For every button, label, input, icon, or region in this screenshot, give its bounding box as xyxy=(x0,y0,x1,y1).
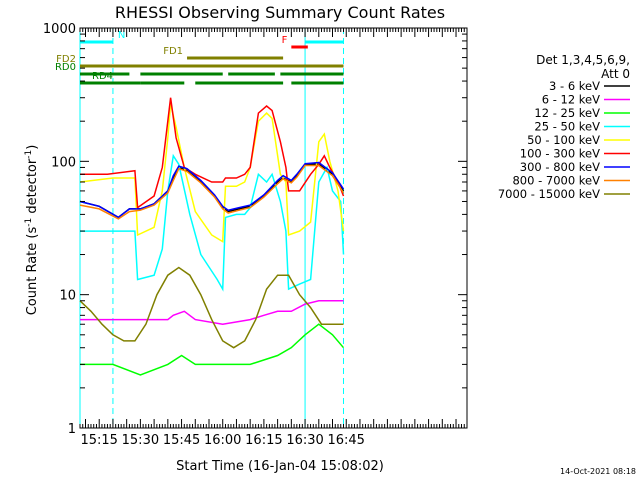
series-line-800-7000-kev xyxy=(79,164,345,220)
plot-frame xyxy=(79,27,468,429)
plot-frame-group xyxy=(79,27,468,429)
legend-label-25-50-kev: 25 - 50 keV xyxy=(534,120,600,134)
flag-label-fd1: FD1 xyxy=(163,46,183,57)
x-tick-label: 15:15 xyxy=(80,433,117,448)
y-axis-label-mid: detector xyxy=(25,158,40,218)
legend-label-100-300-kev: 100 - 300 keV xyxy=(520,147,600,161)
y-axis-label: Count Rate (s-1 detector-1) xyxy=(24,145,40,316)
y-tick-label: 1 xyxy=(68,422,76,437)
legend-label-300-800-kev: 300 - 800 keV xyxy=(520,160,600,174)
timestamp: 14-Oct-2021 08:18 xyxy=(560,467,636,476)
legend-label-12-25-kev: 12 - 25 keV xyxy=(534,106,600,120)
x-tick-label: 16:00 xyxy=(204,433,241,448)
legend-label-800-7000-kev: 800 - 7000 keV xyxy=(512,174,600,188)
series-group xyxy=(79,97,345,376)
y-axis-label-end: ) xyxy=(25,145,40,150)
series-line-12-25-kev xyxy=(80,323,345,376)
series-line-25-50-kev xyxy=(80,153,345,292)
x-tick-label: 15:30 xyxy=(122,433,159,448)
x-tick-label: 16:15 xyxy=(245,433,282,448)
legend-label-3-6-kev: 3 - 6 keV xyxy=(549,79,600,93)
legend-label-50-100-kev: 50 - 100 keV xyxy=(527,133,600,147)
series-line-300-800-kev xyxy=(79,161,345,219)
legend-header-line-2: Att 0 xyxy=(601,67,630,81)
flag-label-fd2: FD2 xyxy=(56,54,76,65)
flag-label-rd4: RD4 xyxy=(92,71,113,82)
chart-title: RHESSI Observing Summary Count Rates xyxy=(115,3,445,22)
legend-label-6-12-kev: 6 - 12 keV xyxy=(542,93,600,107)
x-tick-label: 16:45 xyxy=(327,433,364,448)
y-axis-label-sup1: -1 xyxy=(24,218,34,227)
y-tick-label: 10 xyxy=(59,289,76,304)
y-axis-label-main: Count Rate (s xyxy=(25,227,40,316)
y-axis-label-sup2: -1 xyxy=(24,150,34,159)
y-axis: 1 10 100 1000 xyxy=(43,22,467,437)
series-line-6-12-kev xyxy=(80,300,344,325)
x-axis: 15:15 15:30 15:45 16:00 16:15 16:30 16:45 xyxy=(79,28,468,448)
series-line-100-300-kev xyxy=(80,97,345,209)
flag-label-f: F xyxy=(282,35,288,46)
x-tick-label: 15:45 xyxy=(163,433,200,448)
flag-label-rd0: RD0 xyxy=(55,62,76,73)
y-tick-label: 1000 xyxy=(43,22,76,37)
x-tick-label: 16:30 xyxy=(286,433,323,448)
series-line-7000-15000-kev xyxy=(79,266,344,349)
vlines xyxy=(79,28,344,428)
y-tick-label: 100 xyxy=(51,155,76,170)
legend-label-7000-15000-kev: 7000 - 15000 keV xyxy=(498,187,600,201)
flag-label-n: N xyxy=(118,30,125,41)
legend-header-line-1: Det 1,3,4,5,6,9, xyxy=(536,53,630,67)
x-axis-label: Start Time (16-Jan-04 15:08:02) xyxy=(176,459,384,474)
